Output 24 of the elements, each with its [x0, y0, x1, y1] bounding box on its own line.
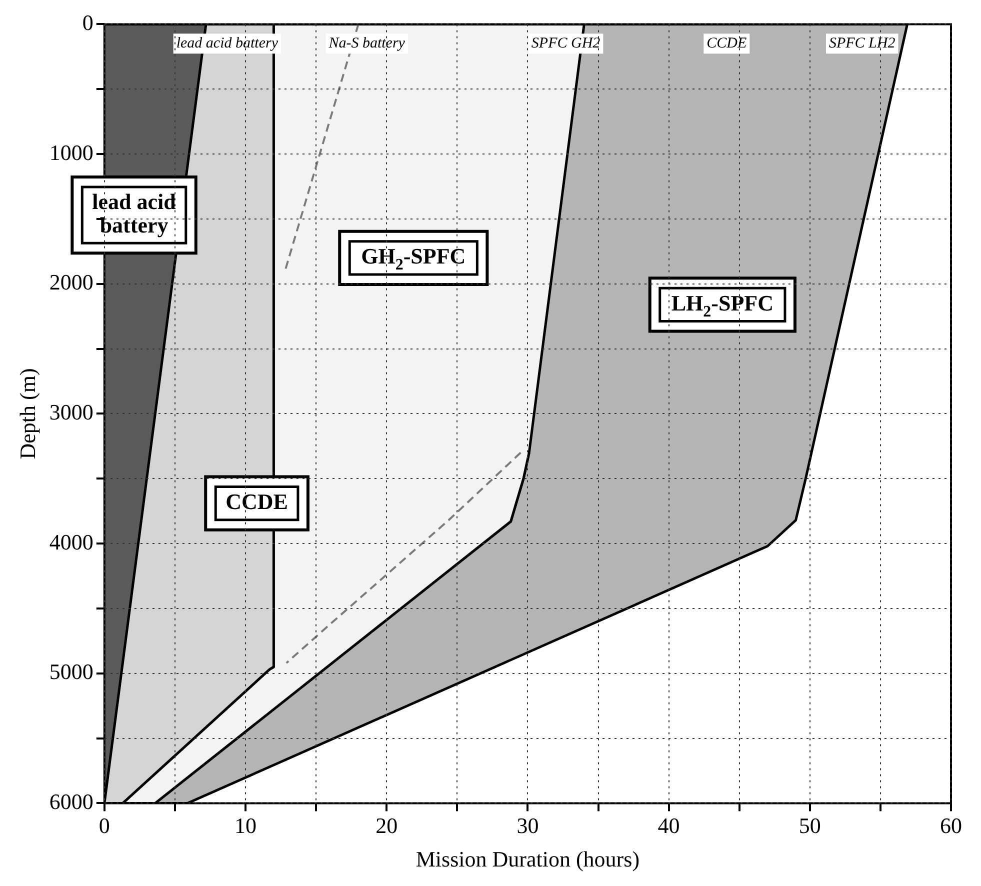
y-tick-label: 4000	[49, 529, 94, 554]
annotation: lead acid battery	[92, 189, 176, 238]
x-axis-title: Mission Duration (hours)	[416, 846, 640, 872]
y-tick-label: 0	[82, 10, 94, 35]
y-tick-label: 6000	[49, 788, 94, 814]
y-tick-label: 5000	[49, 659, 94, 684]
annotation: SPFC LH2	[828, 36, 896, 52]
annotation: CCDE	[706, 36, 747, 52]
x-tick-label: 0	[98, 813, 110, 838]
y-tick-label: 3000	[49, 399, 94, 424]
y-axis-title: Depth (m)	[14, 368, 40, 460]
x-tick-label: 20	[376, 813, 398, 838]
x-tick-label: 30	[516, 813, 539, 838]
x-tick-label: 50	[798, 813, 821, 838]
y-tick-label: 1000	[49, 140, 94, 165]
annotation: CCDE	[226, 488, 288, 514]
annotation: Na-S battery	[328, 36, 406, 52]
x-tick-label: 40	[658, 813, 680, 838]
y-tick-label: 2000	[49, 270, 94, 295]
annotation: SPFC GH2	[531, 36, 601, 52]
x-tick-label: 10	[234, 813, 256, 838]
annotation: lead acid battery	[176, 36, 278, 52]
line-series	[285, 452, 522, 664]
x-tick-label: 60	[940, 813, 962, 838]
